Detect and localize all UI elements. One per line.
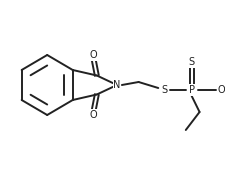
Text: N: N: [113, 80, 121, 90]
Text: O: O: [89, 109, 97, 120]
Text: O: O: [89, 50, 97, 61]
Text: O: O: [217, 85, 225, 95]
Text: S: S: [189, 57, 195, 67]
Text: S: S: [161, 85, 167, 95]
Text: P: P: [189, 85, 195, 95]
